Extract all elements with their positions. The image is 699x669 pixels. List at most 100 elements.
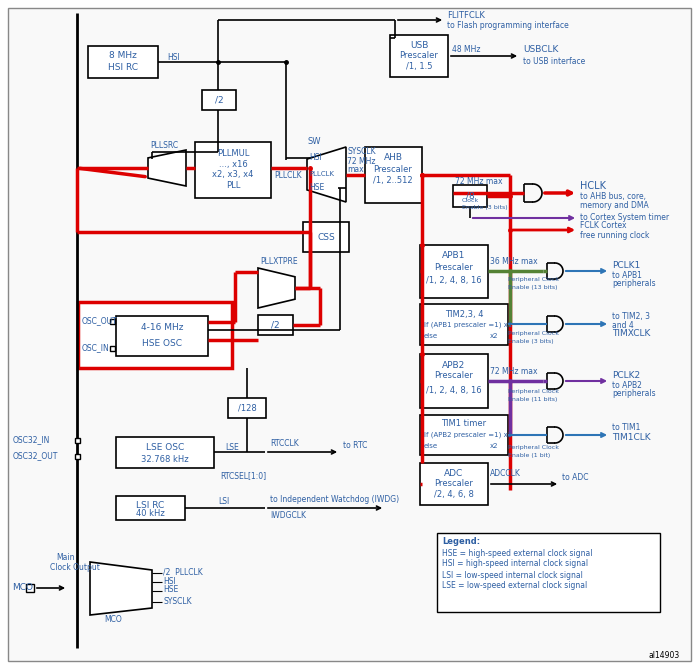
Bar: [420, 463, 488, 505]
Text: /128: /128: [238, 403, 257, 413]
Text: 40 kHz: 40 kHz: [136, 510, 164, 518]
Text: PLLCLK: PLLCLK: [274, 171, 302, 181]
Bar: [258, 315, 293, 335]
Text: FCLK Cortex: FCLK Cortex: [580, 221, 626, 231]
Text: ..., x16: ..., x16: [219, 159, 247, 169]
Bar: [110, 318, 115, 324]
Text: TIM2,3, 4: TIM2,3, 4: [445, 310, 483, 318]
Text: 4-16 MHz: 4-16 MHz: [140, 324, 183, 332]
Text: Peripheral Clock: Peripheral Clock: [508, 444, 559, 450]
Text: Peripheral Clock: Peripheral Clock: [508, 278, 559, 282]
Text: OSC_OUT: OSC_OUT: [82, 316, 117, 326]
Text: peripherals: peripherals: [612, 280, 656, 288]
Text: RTCSEL[1:0]: RTCSEL[1:0]: [220, 472, 266, 480]
Text: CSS: CSS: [317, 233, 335, 242]
Text: HSE: HSE: [309, 183, 324, 193]
Text: TIM1 timer: TIM1 timer: [442, 419, 487, 429]
Bar: [453, 185, 487, 207]
Text: /2  PLLCLK: /2 PLLCLK: [163, 567, 203, 577]
Bar: [116, 316, 208, 356]
Text: HSI = high-speed internal clock signal: HSI = high-speed internal clock signal: [442, 559, 588, 569]
Text: Enable (1 bit): Enable (1 bit): [508, 452, 550, 458]
Bar: [420, 304, 508, 345]
Text: to TIM2, 3: to TIM2, 3: [612, 312, 650, 320]
Bar: [78, 302, 232, 368]
Text: /8: /8: [466, 191, 475, 201]
Text: else: else: [424, 443, 438, 449]
Text: 32.768 kHz: 32.768 kHz: [141, 454, 189, 464]
Text: to RTC: to RTC: [343, 442, 368, 450]
Bar: [420, 354, 488, 408]
Polygon shape: [307, 147, 346, 202]
Text: Enable (3 bits): Enable (3 bits): [462, 205, 507, 211]
Bar: [88, 46, 158, 78]
Text: free running clock: free running clock: [580, 231, 649, 240]
Text: Prescaler: Prescaler: [400, 52, 438, 60]
Text: USBCLK: USBCLK: [523, 45, 559, 54]
Text: to USB interface: to USB interface: [523, 56, 585, 66]
Text: PCLK1: PCLK1: [612, 260, 640, 270]
Text: Clock: Clock: [462, 197, 480, 203]
Text: /1, 2..512: /1, 2..512: [373, 177, 413, 185]
Text: ADCCLK: ADCCLK: [490, 470, 521, 478]
Text: to Flash programming interface: to Flash programming interface: [447, 21, 569, 29]
Text: HSI: HSI: [163, 577, 175, 585]
Bar: [110, 345, 115, 351]
Text: HSE OSC: HSE OSC: [142, 339, 182, 347]
Text: to TIM1: to TIM1: [612, 423, 640, 432]
Text: LSI: LSI: [218, 498, 229, 506]
Text: LSI = low-speed internal clock signal: LSI = low-speed internal clock signal: [442, 571, 583, 579]
Text: MCO: MCO: [104, 615, 122, 624]
Text: PLLXTPRE: PLLXTPRE: [260, 258, 298, 266]
Text: peripherals: peripherals: [612, 389, 656, 399]
Text: to ADC: to ADC: [562, 474, 589, 482]
Bar: [195, 142, 271, 198]
Text: 48 MHz: 48 MHz: [452, 45, 480, 54]
Text: OSC_IN: OSC_IN: [82, 343, 110, 353]
Text: OSC32_IN: OSC32_IN: [13, 436, 50, 444]
Text: If (APB2 prescaler =1) x1: If (APB2 prescaler =1) x1: [424, 432, 512, 438]
Text: /2: /2: [215, 96, 223, 104]
Text: LSI RC: LSI RC: [136, 500, 164, 510]
Text: 72 MHz max: 72 MHz max: [490, 367, 538, 375]
Text: PCLK2: PCLK2: [612, 371, 640, 379]
Text: PLLCLK: PLLCLK: [309, 171, 334, 177]
Text: 8 MHz: 8 MHz: [109, 50, 137, 60]
Text: HSI RC: HSI RC: [108, 64, 138, 72]
Text: else: else: [424, 333, 438, 339]
Text: AHB: AHB: [384, 153, 403, 163]
Text: OSC32_OUT: OSC32_OUT: [13, 452, 59, 460]
Text: HSI: HSI: [167, 52, 180, 62]
Text: APB2: APB2: [442, 361, 466, 369]
Text: /1, 1.5: /1, 1.5: [405, 62, 432, 72]
Text: SYSCLK: SYSCLK: [163, 597, 192, 605]
Text: TIM1CLK: TIM1CLK: [612, 432, 651, 442]
Text: SW: SW: [308, 136, 322, 145]
Text: Legend:: Legend:: [442, 537, 480, 547]
Bar: [26, 584, 34, 592]
Bar: [420, 415, 508, 455]
Text: /1, 2, 4, 8, 16: /1, 2, 4, 8, 16: [426, 385, 482, 395]
Text: APB1: APB1: [442, 252, 466, 260]
Text: to AHB bus, core,: to AHB bus, core,: [580, 191, 646, 201]
Bar: [437, 533, 660, 612]
Text: HSE = high-speed external clock signal: HSE = high-speed external clock signal: [442, 549, 593, 557]
Text: LSE: LSE: [225, 442, 239, 452]
Text: al14903: al14903: [649, 650, 680, 660]
Text: LSE = low-speed external clock signal: LSE = low-speed external clock signal: [442, 581, 587, 591]
Text: MCO: MCO: [12, 583, 33, 593]
Text: 36 MHz max: 36 MHz max: [490, 258, 538, 266]
Text: memory and DMA: memory and DMA: [580, 201, 649, 209]
Text: PLLSRC: PLLSRC: [150, 140, 178, 149]
Text: USB: USB: [410, 41, 428, 50]
Text: PLL: PLL: [226, 181, 240, 189]
Text: x2: x2: [490, 443, 498, 449]
Bar: [303, 222, 349, 252]
Text: /2: /2: [271, 320, 280, 330]
Text: If (APB1 prescaler =1) x1: If (APB1 prescaler =1) x1: [424, 322, 512, 328]
Text: Prescaler: Prescaler: [373, 165, 412, 173]
Text: Peripheral Clock: Peripheral Clock: [508, 389, 559, 395]
Text: 72 MHz: 72 MHz: [347, 157, 375, 165]
Text: /1, 2, 4, 8, 16: /1, 2, 4, 8, 16: [426, 276, 482, 284]
Text: HSE: HSE: [163, 585, 178, 595]
